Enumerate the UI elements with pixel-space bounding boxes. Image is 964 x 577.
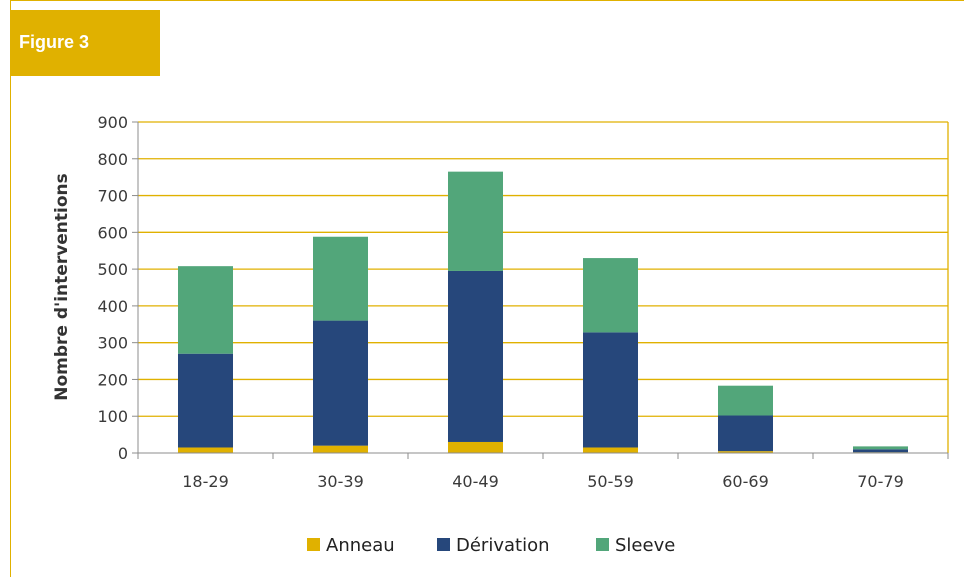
x-tick-label: 70-79	[857, 472, 904, 491]
bar-sleeve-70-79	[853, 446, 908, 450]
x-tick-label: 60-69	[722, 472, 769, 491]
bar-anneau-40-49	[448, 441, 503, 453]
frame-left-border	[10, 0, 11, 577]
x-tick-label: 50-59	[587, 472, 634, 491]
bar-drivation-40-49	[448, 270, 503, 442]
y-tick-label: 100	[97, 407, 128, 426]
y-tick-label: 600	[97, 223, 128, 242]
bar-anneau-18-29	[178, 447, 233, 453]
y-tick-label: 200	[97, 370, 128, 389]
bar-sleeve-30-39	[313, 236, 368, 321]
bar-sleeve-50-59	[583, 258, 638, 333]
bar-drivation-70-79	[853, 449, 908, 453]
bar-sleeve-40-49	[448, 171, 503, 271]
legend: Anneau Dérivation Sleeve	[307, 535, 675, 556]
bar-drivation-50-59	[583, 332, 638, 448]
legend-label: Anneau	[326, 535, 395, 556]
bar-anneau-60-69	[718, 451, 773, 453]
y-tick-label: 400	[97, 297, 128, 316]
axes	[132, 121, 949, 459]
bar-sleeve-18-29	[178, 266, 233, 354]
y-tick-label: 800	[97, 150, 128, 169]
bar-drivation-30-39	[313, 320, 368, 446]
y-tick-label: 900	[97, 113, 128, 132]
grid	[138, 121, 949, 453]
bar-drivation-60-69	[718, 415, 773, 452]
bar-anneau-50-59	[583, 447, 638, 453]
x-tick-label: 18-29	[182, 472, 229, 491]
bar-drivation-18-29	[178, 353, 233, 448]
legend-swatch-sleeve	[596, 538, 609, 551]
x-tick-labels: 18-29 30-39 40-49 50-59 60-69 70-79	[182, 472, 904, 491]
x-tick-label: 30-39	[317, 472, 364, 491]
legend-swatch-anneau	[307, 538, 320, 551]
bar-sleeve-60-69	[718, 385, 773, 416]
y-tick-labels: 0 100 200 300 400 500 600 700 800 900	[97, 113, 128, 463]
bar-anneau-30-39	[313, 445, 368, 453]
legend-swatch-drivation	[437, 538, 450, 551]
frame-top-border	[10, 0, 964, 1]
y-tick-label: 700	[97, 187, 128, 206]
y-tick-label: 300	[97, 334, 128, 353]
x-tick-label: 40-49	[452, 472, 499, 491]
legend-label: Dérivation	[456, 535, 550, 556]
y-tick-label: 500	[97, 260, 128, 279]
y-axis-label: Nombre d'interventions	[52, 173, 72, 401]
bars	[178, 171, 908, 453]
figure-label: Figure 3	[10, 10, 160, 76]
y-tick-label: 0	[118, 444, 128, 463]
legend-label: Sleeve	[615, 535, 675, 556]
